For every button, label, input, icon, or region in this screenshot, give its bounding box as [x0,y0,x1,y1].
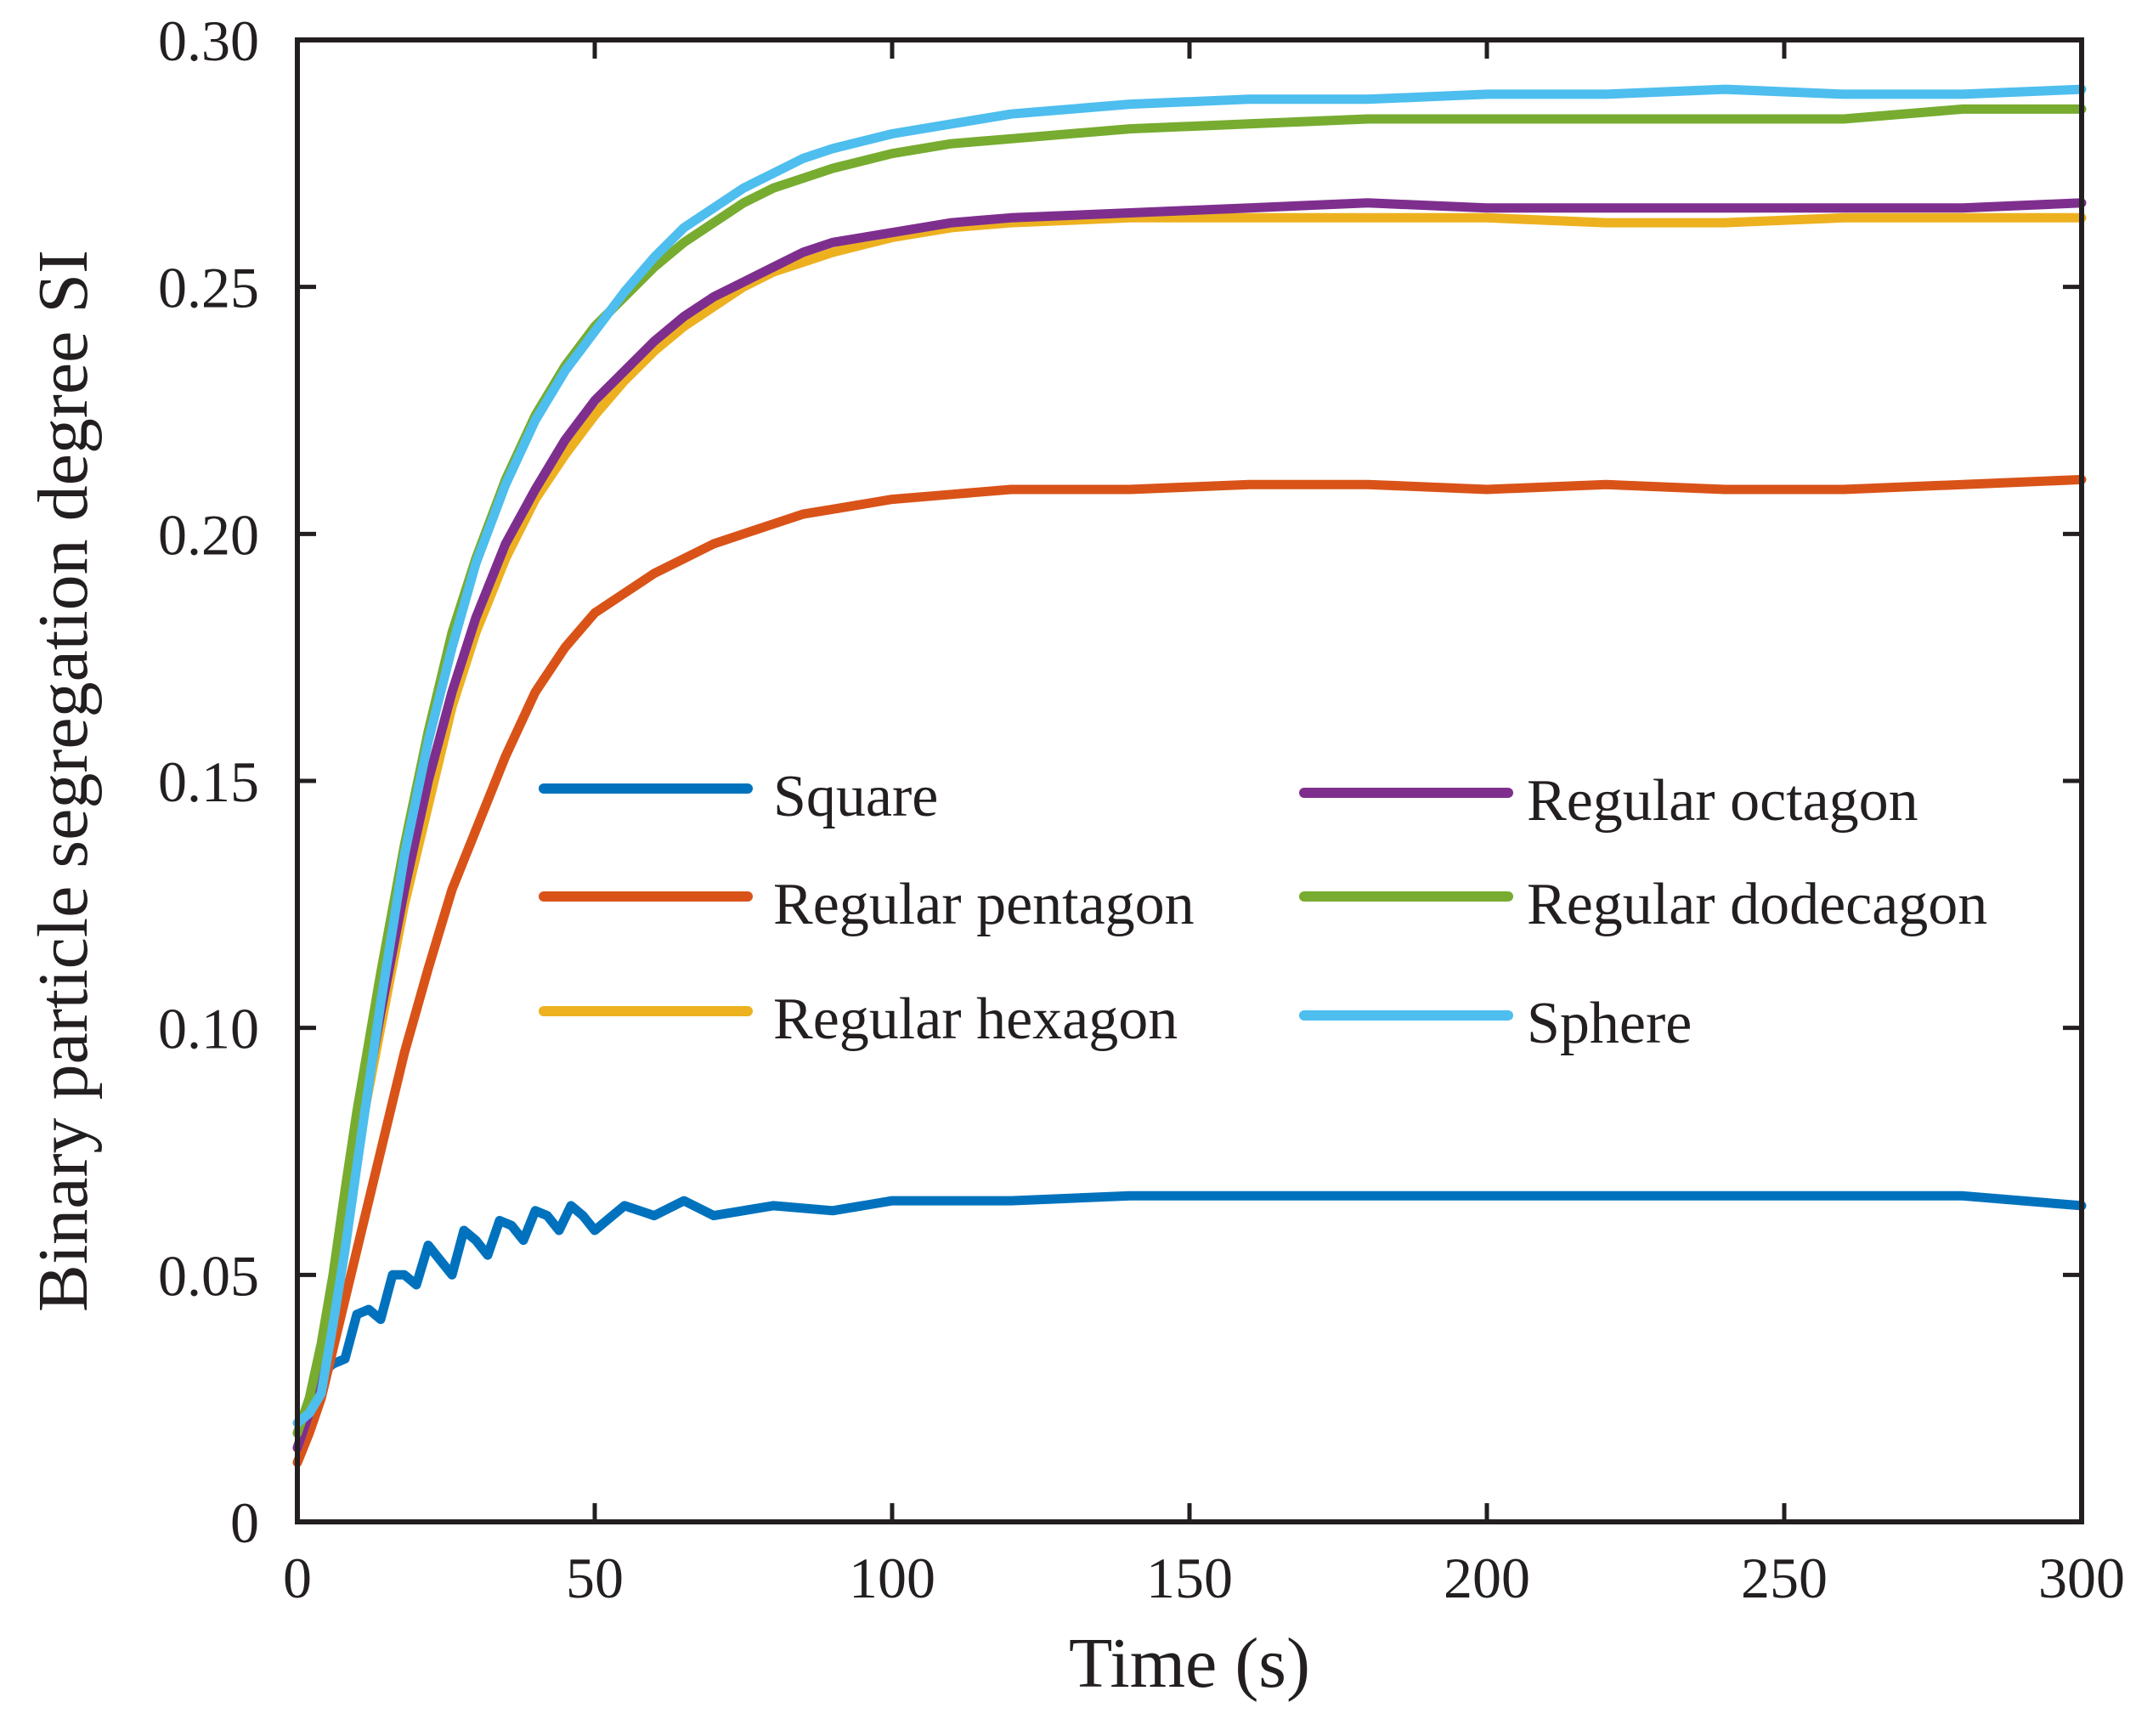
legend: Square Regular pentagon Regular hexagon … [539,764,1987,1056]
x-axis-title: Time (s) [1069,1624,1310,1703]
legend-label-regular-dodecagon: Regular dodecagon [1527,872,1987,937]
y-tick-label: 0.25 [158,256,259,320]
x-tick-label: 150 [1146,1546,1233,1610]
x-tick-label: 250 [1741,1546,1828,1610]
y-tick-label: 0 [230,1490,259,1555]
y-axis-title: Binary particle segregation degree SI [24,250,103,1312]
y-tick-label: 0.20 [158,502,259,567]
legend-label-regular-hexagon: Regular hexagon [773,987,1178,1052]
x-tick-label: 0 [283,1546,312,1610]
series-layer [292,84,2087,1467]
legend-label-regular-pentagon: Regular pentagon [773,872,1195,937]
y-tick-label: 0.30 [158,8,259,73]
legend-label-regular-octagon: Regular octagon [1527,768,1918,834]
y-tick-label: 0.05 [158,1243,259,1308]
y-tick-label: 0.10 [158,997,259,1061]
y-tick-label: 0.15 [158,749,259,814]
legend-label-sphere: Sphere [1527,991,1692,1056]
x-tick-label: 200 [1444,1546,1530,1610]
series-line-regular-dodecagon [292,104,2087,1438]
legend-label-square: Square [773,764,938,829]
x-tick-label: 300 [2038,1546,2125,1610]
tick-layer: 0 50 100 150 200 250 300 0 0.05 0.10 0.15 0.20 0.25 0… [158,8,2125,1610]
series-line-sphere [292,84,2087,1428]
series-line-square [292,1190,2087,1438]
plot-frame [295,37,2084,1524]
x-tick-label: 50 [566,1546,624,1610]
series-line-regular-pentagon [292,474,2087,1467]
x-tick-label: 100 [849,1546,935,1610]
